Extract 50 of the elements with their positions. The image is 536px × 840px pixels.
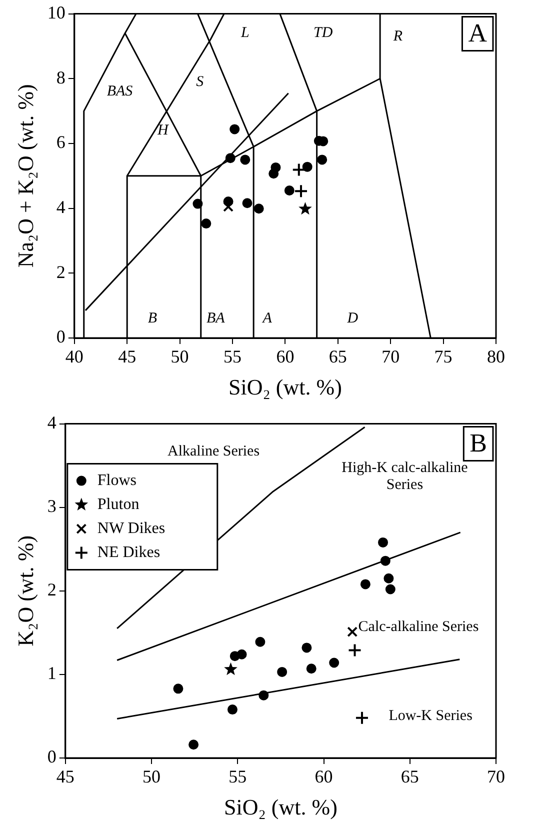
annotation: Low-K Series	[388, 708, 473, 724]
x-tick-label: 50	[170, 346, 189, 367]
y-axis-title: K₂O (wt. %)	[12, 535, 38, 646]
y-tick-label: 0	[56, 326, 66, 347]
y-tick-label: 10	[47, 2, 66, 23]
y-tick-label: 4	[56, 197, 66, 218]
x-tick-label: 45	[118, 346, 136, 367]
annotation: L	[240, 25, 250, 42]
annotation: TD	[314, 25, 333, 42]
y-tick-label: 0	[47, 746, 56, 767]
x-tick-label: 65	[328, 346, 347, 367]
annotation: BA	[206, 310, 226, 326]
y-tick-label: 1	[47, 663, 56, 684]
y-tick-label: 6	[56, 132, 66, 152]
x-tick-label: 55	[224, 346, 242, 367]
x-axis-title: SiO₂ (wt. %)	[224, 794, 338, 820]
legend-label: NW Dikes	[97, 520, 166, 538]
x-tick-label: 40	[65, 346, 84, 367]
y-tick-label: 2	[47, 580, 56, 600]
legend-label: NE Dikes	[97, 544, 160, 562]
annotation: Alkaline Series	[167, 443, 260, 460]
y-tick-label: 4	[47, 412, 56, 433]
legend-label: Pluton	[97, 496, 140, 514]
annotation: A	[468, 18, 488, 48]
x-tick-label: 60	[276, 346, 294, 367]
x-tick-label: 70	[382, 346, 400, 367]
y-axis-title: Na₂O + K₂O (wt. %)	[12, 84, 38, 268]
annotation: Calc-alkaline Series	[358, 618, 479, 635]
annotation: B	[470, 428, 487, 458]
x-tick-label: 80	[487, 346, 505, 367]
annotation: R	[392, 28, 403, 44]
annotation: A	[262, 310, 273, 326]
y-tick-label: 8	[56, 67, 66, 88]
x-tick-label: 75	[434, 346, 452, 367]
annotation: S	[196, 74, 204, 90]
x-tick-label: 65	[400, 766, 419, 787]
annotation: D	[346, 310, 358, 326]
y-tick-label: 3	[47, 496, 56, 516]
x-tick-label: 45	[56, 766, 74, 787]
x-tick-label: 70	[487, 766, 505, 787]
annotation: B	[148, 310, 157, 326]
x-tick-label: 60	[314, 766, 333, 787]
annotation: H	[156, 122, 170, 138]
x-axis-title: SiO₂ (wt. %)	[228, 374, 342, 400]
y-tick-label: 2	[56, 262, 66, 282]
annotation: BAS	[106, 84, 134, 100]
x-tick-label: 55	[228, 766, 247, 787]
x-tick-label: 50	[142, 766, 161, 787]
annotation: High-K calc-alkaline Series	[342, 460, 468, 493]
legend-label: Flows	[97, 472, 137, 490]
